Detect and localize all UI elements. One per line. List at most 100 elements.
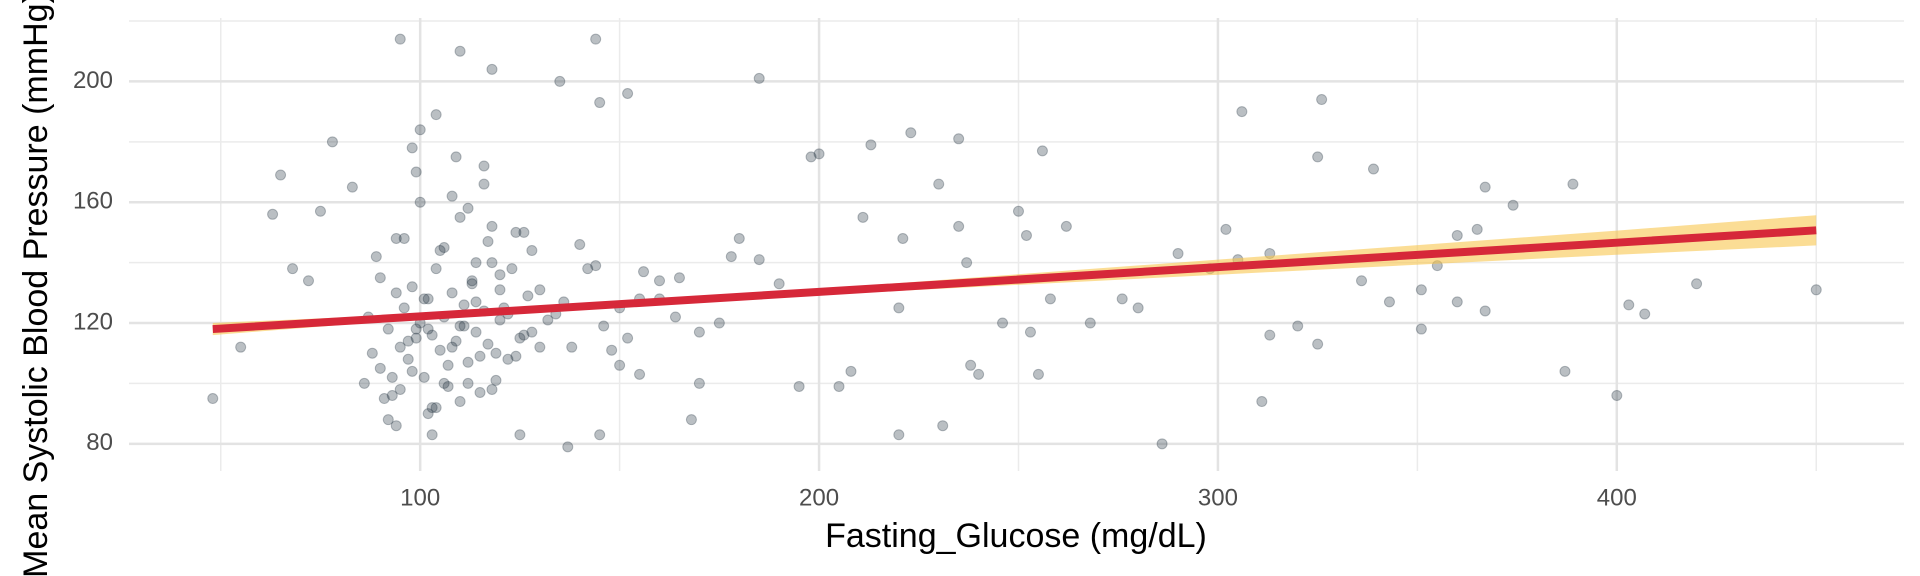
point — [1012, 205, 1024, 217]
point — [470, 296, 482, 308]
point — [235, 341, 247, 353]
point — [1559, 365, 1571, 377]
point — [394, 341, 406, 353]
point — [893, 429, 905, 441]
point — [398, 302, 410, 314]
point — [845, 365, 857, 377]
point — [426, 329, 438, 341]
point — [1356, 275, 1368, 287]
point — [382, 414, 394, 426]
point — [486, 220, 498, 232]
point — [638, 266, 650, 278]
point — [598, 320, 610, 332]
point — [1116, 293, 1128, 305]
point — [833, 380, 845, 392]
point — [526, 326, 538, 338]
point — [374, 272, 386, 284]
point — [1691, 278, 1703, 290]
point — [430, 263, 442, 275]
point — [654, 275, 666, 287]
point — [1256, 396, 1268, 408]
point — [673, 272, 685, 284]
point — [474, 386, 486, 398]
point — [390, 420, 402, 432]
point — [1032, 368, 1044, 380]
point — [410, 166, 422, 178]
point — [434, 245, 446, 257]
point — [562, 441, 574, 453]
point — [410, 323, 422, 335]
point — [514, 429, 526, 441]
point — [582, 263, 594, 275]
point — [482, 338, 494, 350]
point — [685, 414, 697, 426]
x-tick-label: 100 — [400, 484, 440, 511]
point — [438, 242, 450, 254]
point — [466, 278, 478, 290]
point — [458, 320, 470, 332]
point — [566, 341, 578, 353]
point — [1172, 248, 1184, 260]
point-group — [207, 33, 1822, 453]
point — [614, 359, 626, 371]
point — [466, 275, 478, 287]
point — [542, 314, 554, 326]
point — [693, 377, 705, 389]
point — [1567, 178, 1579, 190]
y-tick-label: 80 — [86, 429, 113, 456]
point — [1132, 302, 1144, 314]
point — [669, 311, 681, 323]
point — [1451, 229, 1463, 241]
point — [486, 63, 498, 75]
point — [634, 368, 646, 380]
point — [482, 235, 494, 247]
point — [773, 278, 785, 290]
point — [937, 420, 949, 432]
point — [326, 136, 338, 148]
point — [590, 260, 602, 272]
point — [606, 344, 618, 356]
point — [594, 97, 606, 109]
point — [865, 139, 877, 151]
point — [506, 263, 518, 275]
trend-line — [212, 226, 1817, 334]
point — [474, 350, 486, 362]
point — [402, 353, 414, 365]
point — [857, 211, 869, 223]
point — [1507, 199, 1519, 211]
point — [502, 353, 514, 365]
point — [518, 226, 530, 238]
point — [693, 326, 705, 338]
point — [933, 178, 945, 190]
point — [430, 402, 442, 414]
y-tick-label: 200 — [73, 67, 113, 94]
point — [470, 257, 482, 269]
point — [1471, 223, 1483, 235]
point — [426, 429, 438, 441]
point — [1024, 326, 1036, 338]
point — [1044, 293, 1056, 305]
point — [410, 332, 422, 344]
point — [267, 208, 279, 220]
point — [454, 396, 466, 408]
y-tick-label: 120 — [73, 308, 113, 335]
point — [1060, 220, 1072, 232]
point — [622, 332, 634, 344]
point — [386, 371, 398, 383]
point — [965, 359, 977, 371]
point — [386, 390, 398, 401]
point — [1451, 296, 1463, 308]
x-axis-title: Fasting_Glucose (mg/dL) — [825, 517, 1207, 555]
point — [1312, 338, 1324, 350]
point — [713, 317, 725, 329]
point — [1479, 181, 1491, 193]
point — [470, 326, 482, 338]
point — [418, 293, 430, 305]
point — [454, 211, 466, 223]
point — [1611, 390, 1623, 401]
point — [314, 205, 326, 217]
point — [1367, 163, 1379, 175]
point — [1020, 229, 1032, 241]
